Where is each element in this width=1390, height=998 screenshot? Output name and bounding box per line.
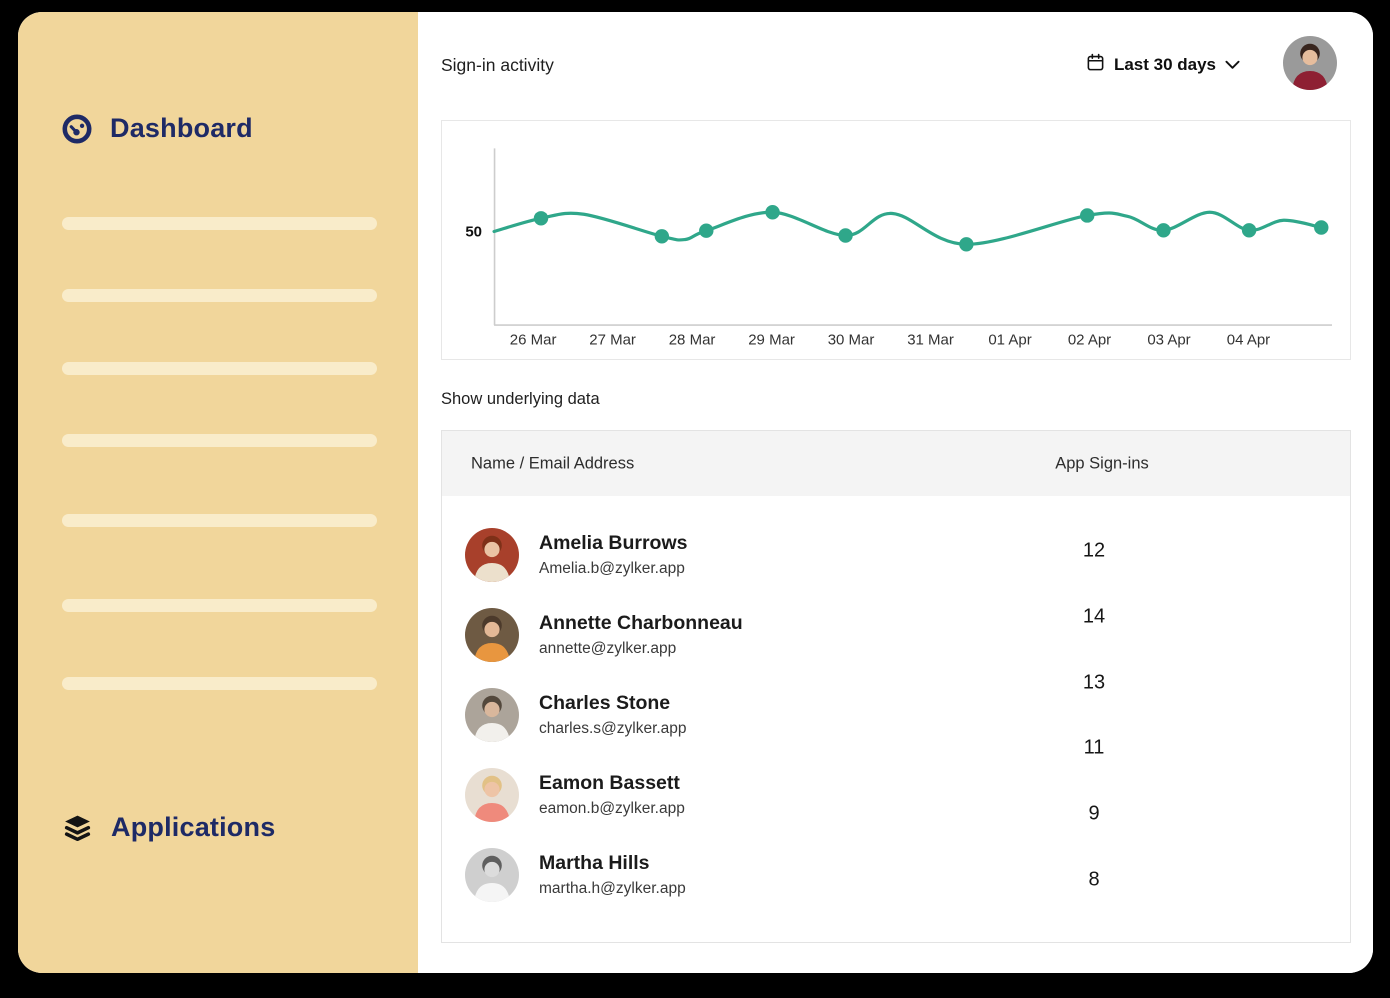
user-avatar[interactable] — [1283, 36, 1337, 90]
sidebar-placeholder-bar — [62, 599, 377, 612]
person-email: annette@zylker.app — [539, 639, 677, 657]
svg-text:30 Mar: 30 Mar — [828, 332, 875, 349]
calendar-icon — [1086, 53, 1105, 77]
person-cell: Eamon Bassett eamon.b@zylker.app — [539, 772, 685, 817]
person-cell: Annette Charbonneau annette@zylker.app — [539, 612, 743, 657]
person-email: Amelia.b@zylker.app — [539, 559, 685, 577]
table-row[interactable]: Amelia Burrows Amelia.b@zylker.app — [442, 515, 1350, 595]
app-signins-value: 8 — [1088, 868, 1100, 891]
svg-text:03 Apr: 03 Apr — [1147, 332, 1190, 349]
svg-text:01 Apr: 01 Apr — [988, 332, 1031, 349]
sidebar-item-applications[interactable]: Applications — [62, 812, 275, 843]
person-name: Annette Charbonneau — [539, 612, 743, 635]
column-header-app-signins: App Sign-ins — [1055, 454, 1149, 472]
person-name: Martha Hills — [539, 852, 650, 875]
show-underlying-data[interactable]: Show underlying data — [441, 390, 600, 408]
person-name: Amelia Burrows — [539, 532, 688, 555]
avatar — [465, 528, 519, 582]
svg-text:29 Mar: 29 Mar — [748, 332, 795, 349]
sidebar-placeholder-bar — [62, 289, 377, 302]
svg-text:28 Mar: 28 Mar — [669, 332, 716, 349]
svg-text:50: 50 — [465, 223, 482, 240]
sidebar-placeholder-bar — [62, 217, 377, 230]
svg-text:04 Apr: 04 Apr — [1227, 332, 1270, 349]
svg-text:02 Apr: 02 Apr — [1068, 332, 1111, 349]
chevron-down-icon — [1225, 55, 1240, 75]
sidebar-placeholder-bar — [62, 677, 377, 690]
table-body: Amelia Burrows Amelia.b@zylker.app Annet… — [442, 515, 1350, 915]
page-title: Sign-in activity — [441, 55, 554, 75]
sidebar-placeholder-bar — [62, 362, 377, 375]
person-email: charles.s@zylker.app — [539, 719, 687, 737]
signin-chart-card: 50 26 Mar 27 Mar 28 Mar 29 Mar 30 Mar 31 Mar 0… — [441, 120, 1351, 360]
table-row[interactable]: Martha Hills martha.h@zylker.app — [442, 835, 1350, 915]
column-header-name-email: Name / Email Address — [471, 454, 635, 472]
person-email: eamon.b@zylker.app — [539, 799, 685, 817]
sidebar-item-label: Applications — [111, 812, 276, 842]
gauge-icon — [62, 114, 92, 144]
avatar — [465, 768, 519, 822]
date-range-label: Last 30 days — [1113, 55, 1216, 74]
app-signins-value: 13 — [1082, 671, 1106, 694]
table-row[interactable]: Charles Stone charles.s@zylker.app — [442, 675, 1350, 755]
person-cell: Charles Stone charles.s@zylker.app — [539, 692, 687, 737]
table-row[interactable]: Eamon Bassett eamon.b@zylker.app — [442, 755, 1350, 835]
sidebar: Dashboard Applications — [18, 12, 418, 973]
signin-line-chart: 50 26 Mar 27 Mar 28 Mar 29 Mar 30 Mar 31 Mar 0… — [442, 121, 1350, 359]
svg-text:27 Mar: 27 Mar — [589, 332, 636, 349]
person-cell: Martha Hills martha.h@zylker.app — [539, 852, 686, 897]
person-name: Charles Stone — [539, 692, 671, 715]
sidebar-item-dashboard[interactable]: Dashboard — [62, 113, 253, 144]
app-signins-value: 14 — [1082, 605, 1106, 628]
app-signins-value: 9 — [1088, 802, 1100, 825]
signin-table-card: Name / Email Address App Sign-ins Amelia… — [441, 430, 1351, 943]
main-panel: Sign-in activity Last 30 days — [418, 12, 1373, 973]
app-signins-value: 12 — [1082, 539, 1106, 562]
svg-text:26 Mar: 26 Mar — [510, 332, 557, 349]
date-range-selector[interactable]: Last 30 days — [1086, 53, 1240, 77]
person-email: martha.h@zylker.app — [539, 879, 686, 897]
table-header: Name / Email Address App Sign-ins — [442, 431, 1350, 496]
layers-icon — [62, 812, 93, 843]
person-cell: Amelia Burrows Amelia.b@zylker.app — [539, 532, 687, 577]
app-window: Dashboard Applications Sign-in activity — [18, 12, 1373, 973]
sidebar-placeholder-bar — [62, 434, 377, 447]
avatar — [465, 608, 519, 662]
app-signins-value: 11 — [1083, 736, 1105, 759]
avatar — [465, 688, 519, 742]
person-name: Eamon Bassett — [539, 772, 680, 795]
sidebar-item-label: Dashboard — [110, 113, 253, 143]
sidebar-placeholder-bar — [62, 514, 377, 527]
avatar — [465, 848, 519, 902]
table-row[interactable]: Annette Charbonneau annette@zylker.app — [442, 595, 1350, 675]
svg-text:31 Mar: 31 Mar — [907, 332, 954, 349]
